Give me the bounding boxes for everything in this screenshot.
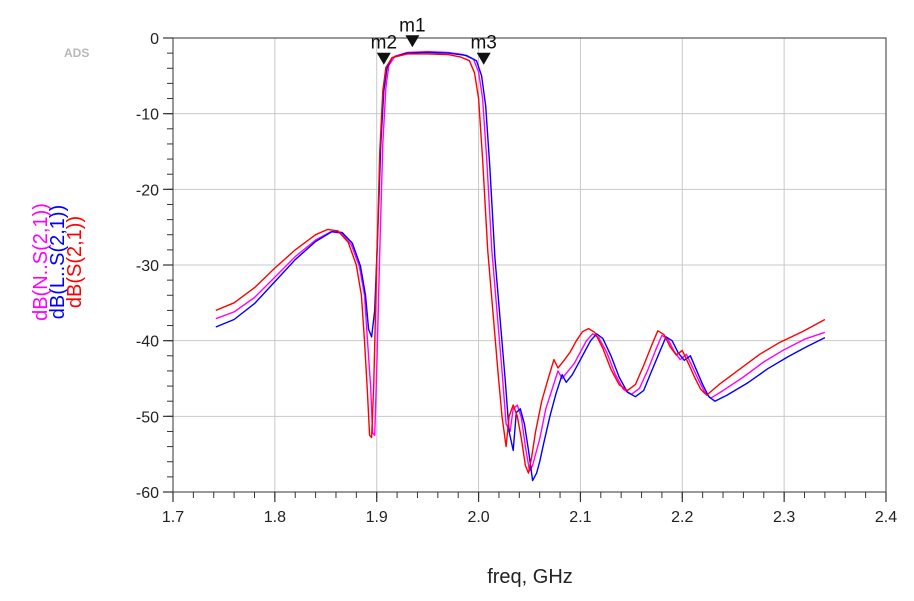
y-tick-label: 0: [150, 31, 159, 48]
marker-label: m3: [470, 33, 496, 54]
marker-label: m1: [399, 15, 425, 36]
series-line-0: [215, 50, 826, 472]
y-axis-label-line: dB(S(2,1)): [64, 216, 86, 308]
y-axis-labels: dB(N..S(2,1))dB(L..S(2,1))dB(S(2,1)): [30, 203, 86, 321]
grid-lines: [172, 37, 887, 493]
x-tick-label: 2.2: [671, 509, 693, 526]
x-tick-label: 2.0: [467, 509, 489, 526]
marker-triangle[interactable]: [376, 52, 391, 65]
y-axis-label-line: dB(N..S(2,1)): [30, 203, 52, 321]
x-tick-label: 2.1: [569, 509, 591, 526]
axis-ticks: [163, 37, 887, 502]
x-tick-label: 2.3: [773, 509, 795, 526]
x-tick-label: 1.8: [264, 509, 286, 526]
y-tick-label: -20: [136, 182, 159, 199]
y-tick-label: -60: [136, 485, 159, 502]
x-axis-label: freq, GHz: [487, 566, 573, 588]
series-group: [215, 50, 826, 482]
tick-labels: 1.7 1.8 1.9 2.0 2.1 2.2 2.3 2.4 0 -10 -20 -30 -40 -50…: [136, 31, 897, 526]
marker-label: m2: [371, 33, 397, 54]
y-tick-label: -40: [136, 334, 159, 351]
y-axis-label-line: dB(L..S(2,1)): [47, 205, 69, 319]
y-tick-label: -30: [136, 258, 159, 275]
marker-triangle[interactable]: [476, 52, 491, 65]
x-tick-label: 2.4: [875, 509, 897, 526]
ads-badge: ADS: [64, 46, 89, 60]
marker-triangle[interactable]: [405, 35, 420, 48]
y-tick-label: -10: [136, 107, 159, 124]
x-tick-label: 1.7: [162, 509, 184, 526]
y-tick-label: -50: [136, 409, 159, 426]
series-line-2: [215, 53, 826, 474]
x-tick-label: 1.9: [366, 509, 388, 526]
